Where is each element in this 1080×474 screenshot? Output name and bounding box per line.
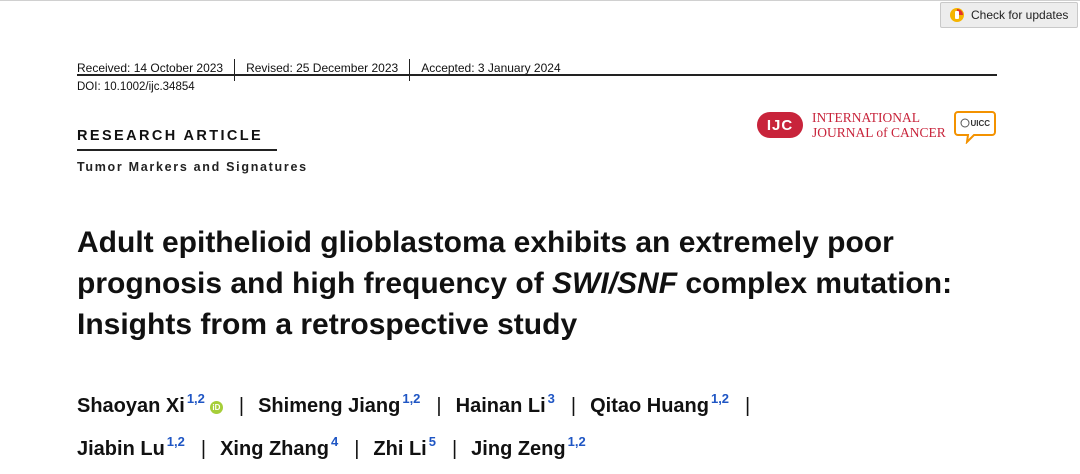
author[interactable]: Zhi Li 5 <box>373 434 436 460</box>
title-part-1: Adult epithelioid glioblastoma exhibits … <box>77 226 894 300</box>
check-updates-icon <box>950 8 964 22</box>
author-affiliation[interactable]: 1,2 <box>567 434 586 449</box>
ijc-badge: IJC <box>757 112 803 138</box>
author-separator: | <box>200 438 207 460</box>
check-updates-label: Check for updates <box>971 8 1069 22</box>
author-separator: | <box>570 395 577 417</box>
author-affiliation[interactable]: 1,2 <box>186 391 205 406</box>
author-separator: | <box>354 438 360 460</box>
uicc-text: UICC <box>970 119 990 128</box>
author-name: Hainan Li <box>455 395 546 417</box>
title-italic: SWI/SNF <box>552 267 678 300</box>
top-border <box>0 0 1080 1</box>
author-affiliation[interactable]: 1,2 <box>402 391 421 406</box>
author[interactable]: Jing Zeng 1,2 <box>471 434 586 460</box>
author-separator: | <box>451 438 458 460</box>
received-date: Received: 14 October 2023 <box>77 61 224 75</box>
journal-name-line1: INTERNATIONAL <box>812 110 920 125</box>
author-separator: | <box>745 395 751 417</box>
journal-name: INTERNATIONAL JOURNAL of CANCER <box>812 110 946 140</box>
article-dates: Received: 14 October 2023 Revised: 25 De… <box>77 57 561 81</box>
author-name: Shimeng Jiang <box>258 395 401 417</box>
author-name: Jiabin Lu <box>77 438 165 460</box>
article-type-underline <box>77 149 277 151</box>
title-part-2: complex mutation: Insights from a retros… <box>77 267 953 341</box>
article-type: RESEARCH ARTICLE <box>77 128 264 144</box>
journal-logo: IJC INTERNATIONAL JOURNAL of CANCER UICC <box>757 110 996 144</box>
author-list: Shaoyan Xi 1,2iD | Shimeng Jiang 1,2 | Hainan … <box>77 381 1007 467</box>
accepted-date: Accepted: 3 January 2024 <box>421 61 561 75</box>
author[interactable]: Jiabin Lu 1,2 <box>77 434 185 460</box>
author-name: Qitao Huang <box>590 395 709 417</box>
author-separator: | <box>238 395 245 417</box>
revised-date: Revised: 25 December 2023 <box>246 61 399 75</box>
orcid-icon[interactable]: iD <box>209 401 223 414</box>
article-title: Adult epithelioid glioblastoma exhibits … <box>77 222 1007 345</box>
author-affiliation[interactable]: 4 <box>330 434 339 449</box>
author-affiliation[interactable]: 1,2 <box>166 434 185 449</box>
uicc-logo-icon: UICC <box>953 111 996 144</box>
header-rule <box>77 74 997 76</box>
author-separator: | <box>436 395 442 417</box>
author-affiliation[interactable]: 5 <box>428 434 436 449</box>
check-for-updates-button[interactable]: Check for updates <box>940 2 1078 28</box>
author[interactable]: Qitao Huang 1,2 <box>590 391 729 417</box>
author-name: Jing Zeng <box>471 438 566 460</box>
date-divider <box>409 59 411 81</box>
author-affiliation[interactable]: 1,2 <box>710 391 730 406</box>
author-affiliation[interactable]: 3 <box>547 391 555 406</box>
author[interactable]: Shimeng Jiang 1,2 <box>258 391 420 417</box>
journal-name-line2: JOURNAL of CANCER <box>812 125 946 140</box>
date-divider <box>234 59 236 81</box>
author[interactable]: Shaoyan Xi 1,2 iD <box>77 391 223 417</box>
author[interactable]: Xing Zhang 4 <box>220 434 338 460</box>
author-name: Shaoyan Xi <box>77 395 185 417</box>
author-name: Xing Zhang <box>220 438 329 460</box>
doi-link[interactable]: DOI: 10.1002/ijc.34854 <box>77 81 195 93</box>
article-category: Tumor Markers and Signatures <box>77 160 308 174</box>
author-name: Zhi Li <box>373 438 427 460</box>
author[interactable]: Hainan Li 3 <box>455 391 555 417</box>
